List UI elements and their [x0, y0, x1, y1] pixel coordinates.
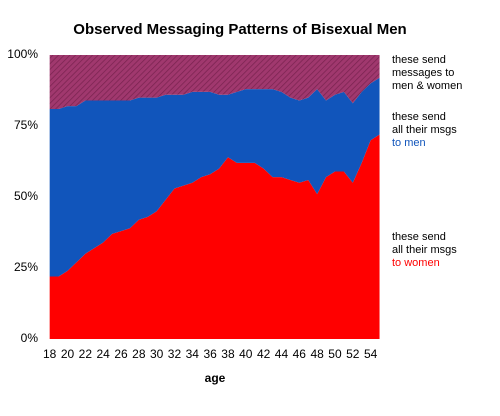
- x-tick-label: 50: [328, 347, 342, 361]
- x-axis-title: age: [205, 371, 226, 385]
- x-tick-label: 44: [275, 347, 289, 361]
- annotation: to men: [392, 137, 426, 149]
- x-tick-label: 36: [203, 347, 217, 361]
- annotation: these send: [392, 231, 446, 243]
- x-tick-label: 24: [96, 347, 110, 361]
- y-tick-label: 0%: [21, 331, 39, 345]
- x-tick-label: 30: [150, 347, 164, 361]
- x-tick-label: 28: [132, 347, 146, 361]
- annotation: these send: [392, 111, 446, 123]
- y-tick-label: 75%: [14, 118, 38, 132]
- annotation: all their msgs: [392, 244, 457, 256]
- x-tick-label: 48: [310, 347, 324, 361]
- x-tick-label: 54: [364, 347, 378, 361]
- x-tick-label: 32: [168, 347, 182, 361]
- y-tick-label: 100%: [7, 47, 38, 61]
- x-tick-label: 38: [221, 347, 235, 361]
- x-tick-label: 40: [239, 347, 253, 361]
- annotation: these send: [392, 54, 446, 66]
- y-tick-label: 25%: [14, 260, 38, 274]
- chart-title: Observed Messaging Patterns of Bisexual …: [73, 21, 406, 38]
- y-tick-label: 50%: [14, 189, 38, 203]
- area: [49, 55, 380, 109]
- annotation: all their msgs: [392, 124, 457, 136]
- x-tick-label: 42: [257, 347, 271, 361]
- area: [49, 77, 380, 277]
- x-tick-label: 26: [114, 347, 128, 361]
- x-tick-label: 20: [61, 347, 75, 361]
- x-tick-label: 52: [346, 347, 360, 361]
- annotation: to women: [392, 257, 440, 269]
- annotation: men & women: [392, 80, 462, 92]
- x-tick-label: 46: [293, 347, 307, 361]
- area: [49, 134, 380, 339]
- x-tick-label: 34: [186, 347, 200, 361]
- annotation: messages to: [392, 67, 454, 79]
- x-tick-label: 18: [43, 347, 57, 361]
- x-tick-label: 22: [79, 347, 93, 361]
